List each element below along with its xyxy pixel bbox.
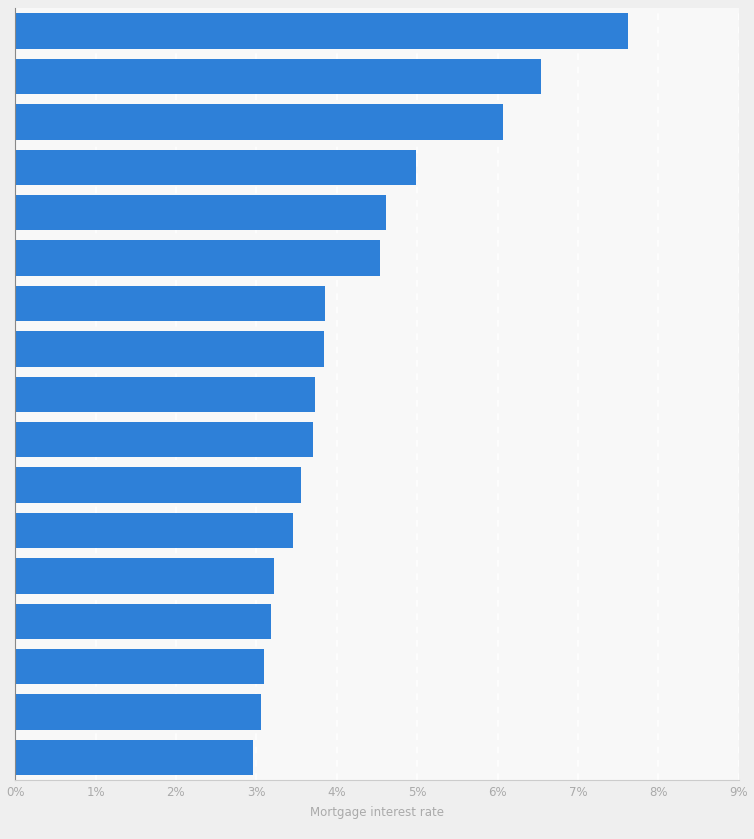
Bar [15,603,271,639]
Bar [15,467,301,503]
Bar [15,13,628,49]
Bar [15,558,274,594]
Bar [15,104,503,139]
Bar [15,331,324,367]
Bar [15,513,293,548]
Bar [15,286,325,321]
Bar [15,649,265,685]
Bar [15,59,541,94]
Bar [15,149,416,185]
X-axis label: Mortgage interest rate: Mortgage interest rate [310,805,444,819]
Bar [15,195,386,231]
Bar [15,740,253,775]
Bar [15,241,380,276]
Bar [15,377,315,412]
Bar [15,695,261,730]
Bar [15,422,313,457]
